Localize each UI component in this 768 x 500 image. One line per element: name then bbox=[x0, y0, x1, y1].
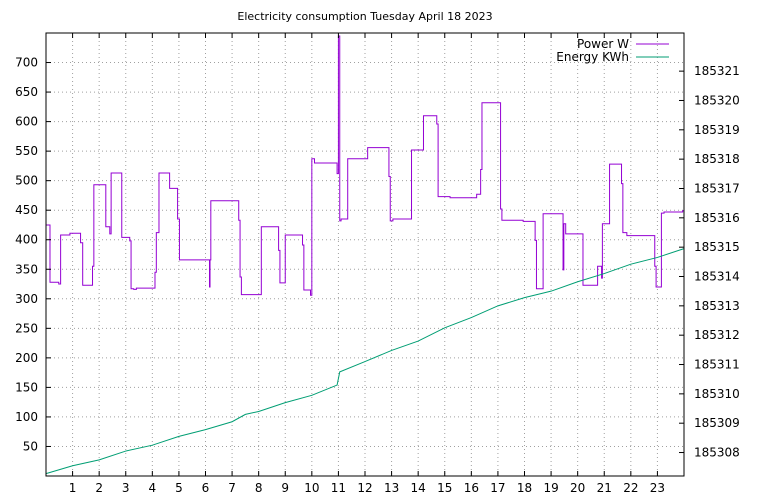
x-tick-label: 15 bbox=[437, 481, 452, 495]
plot-frame bbox=[45, 32, 685, 477]
y-tick-label: 700 bbox=[15, 56, 38, 70]
x-tick-label: 22 bbox=[623, 481, 638, 495]
y-tick-label: 550 bbox=[15, 144, 38, 158]
x-tick-label: 5 bbox=[175, 481, 183, 495]
y2-tick-label: 185320 bbox=[694, 93, 740, 107]
y-tick-label: 300 bbox=[15, 292, 38, 306]
y2-tick-label: 185309 bbox=[694, 416, 740, 430]
x-tick-label: 10 bbox=[304, 481, 319, 495]
series-line-energy bbox=[45, 248, 685, 475]
x-tick-label: 11 bbox=[331, 481, 346, 495]
y-tick-label: 650 bbox=[15, 85, 38, 99]
x-tick-label: 13 bbox=[384, 481, 399, 495]
x-tick-label: 4 bbox=[149, 481, 157, 495]
x-tick-label: 23 bbox=[650, 481, 665, 495]
x-tick-label: 20 bbox=[570, 481, 585, 495]
y2-tick-label: 185311 bbox=[694, 358, 740, 372]
y-tick-label: 100 bbox=[15, 410, 38, 424]
y-tick-label: 600 bbox=[15, 115, 38, 129]
x-tick-label: 9 bbox=[281, 481, 289, 495]
x-tick-label: 18 bbox=[517, 481, 532, 495]
x-tick-label: 2 bbox=[95, 481, 103, 495]
y-tick-label: 400 bbox=[15, 233, 38, 247]
y2-tick-label: 185317 bbox=[694, 181, 740, 195]
x-tick-label: 14 bbox=[411, 481, 426, 495]
x-tick-label: 6 bbox=[202, 481, 210, 495]
y2-tick-label: 185312 bbox=[694, 328, 740, 342]
y2-tick-label: 185321 bbox=[694, 64, 740, 78]
y2-tick-label: 185313 bbox=[694, 299, 740, 313]
series-line-power bbox=[46, 35, 684, 296]
y-tick-label: 250 bbox=[15, 321, 38, 335]
y2-tick-label: 185308 bbox=[694, 446, 740, 460]
x-tick-label: 1 bbox=[69, 481, 77, 495]
chart-title: Electricity consumption Tuesday April 18… bbox=[237, 10, 492, 23]
series-layer bbox=[45, 35, 685, 475]
y-tick-label: 200 bbox=[15, 351, 38, 365]
x-tick-label: 21 bbox=[597, 481, 612, 495]
y2-tick-label: 185319 bbox=[694, 123, 740, 137]
y-tick-label: 150 bbox=[15, 380, 38, 394]
y-tick-label: 50 bbox=[23, 439, 38, 453]
legend-label: Energy KWh bbox=[556, 50, 629, 64]
x-tick-label: 19 bbox=[543, 481, 558, 495]
x-tick-label: 12 bbox=[357, 481, 372, 495]
y2-tick-label: 185316 bbox=[694, 211, 740, 225]
y-tick-label: 450 bbox=[15, 203, 38, 217]
y-tick-label: 350 bbox=[15, 262, 38, 276]
x-tick-label: 16 bbox=[464, 481, 479, 495]
x-tick-label: 7 bbox=[228, 481, 236, 495]
x-tick-label: 3 bbox=[122, 481, 130, 495]
legend-label: Power W bbox=[577, 37, 629, 51]
y2-tick-label: 185315 bbox=[694, 240, 740, 254]
x-tick-label: 17 bbox=[490, 481, 505, 495]
y-tick-label: 500 bbox=[15, 174, 38, 188]
x-tick-label: 8 bbox=[255, 481, 263, 495]
grid-lines bbox=[46, 33, 684, 476]
y2-tick-label: 185310 bbox=[694, 387, 740, 401]
axes: 1 2 3 4 5 6 7 8 9 10 11 12 13 14 15 16 17 18 19 20 21 22 23501… bbox=[15, 32, 740, 495]
y2-tick-label: 185314 bbox=[694, 270, 740, 284]
y2-tick-label: 185318 bbox=[694, 152, 740, 166]
